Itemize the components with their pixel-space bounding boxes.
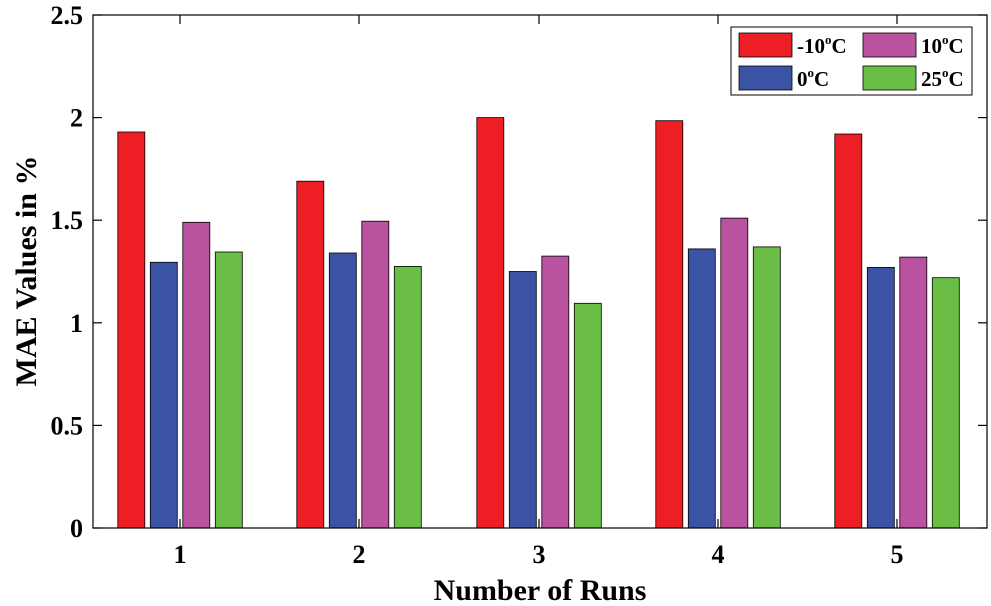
bar <box>541 255 570 529</box>
legend-label: -10oC <box>797 32 847 58</box>
x-tick-label: 4 <box>712 540 725 569</box>
bar <box>866 266 895 529</box>
x-tick-label: 3 <box>533 540 546 569</box>
legend-label: 0oC <box>797 65 829 91</box>
bar <box>899 256 928 529</box>
bar <box>328 252 357 529</box>
axes-group <box>92 14 988 529</box>
axes-frame <box>92 14 988 529</box>
x-tick-label: 1 <box>174 540 187 569</box>
bar <box>117 131 146 529</box>
bar <box>149 261 178 529</box>
legend: -10oC 0oC 10oC 25oC <box>730 26 973 96</box>
bar <box>182 221 211 529</box>
bars-group <box>117 117 960 529</box>
bar <box>361 220 390 529</box>
legend-label: 25oC <box>921 65 964 91</box>
bar <box>655 120 684 529</box>
bar <box>752 246 781 529</box>
y-axis-title: MAE Values in % <box>10 156 43 387</box>
legend-swatch <box>862 65 917 91</box>
y-tick-label: 1.5 <box>51 206 84 235</box>
x-tick-label: 2 <box>353 540 366 569</box>
y-tick-label: 0 <box>70 514 83 543</box>
legend-swatch <box>738 32 793 58</box>
bar <box>393 265 422 529</box>
bar <box>720 217 749 529</box>
y-tick-label: 2 <box>70 104 83 133</box>
legend-label: 10oC <box>921 32 964 58</box>
y-tick-label: 0.5 <box>51 411 84 440</box>
bar <box>573 302 602 529</box>
y-tick-label: 1 <box>70 309 83 338</box>
bar <box>476 117 505 529</box>
legend-swatch <box>738 65 793 91</box>
y-tick-label: 2.5 <box>51 1 84 30</box>
bar <box>687 248 716 529</box>
bar <box>931 277 960 529</box>
bar <box>508 271 537 529</box>
bar <box>834 133 863 529</box>
bar <box>214 251 243 529</box>
x-tick-label: 5 <box>891 540 904 569</box>
legend-swatch <box>862 32 917 58</box>
x-axis-title: Number of Runs <box>434 574 647 606</box>
bar <box>296 180 325 529</box>
ticks-group: 0 0.5 1 1.5 2 2.5 1 2 3 4 5 <box>51 1 987 569</box>
